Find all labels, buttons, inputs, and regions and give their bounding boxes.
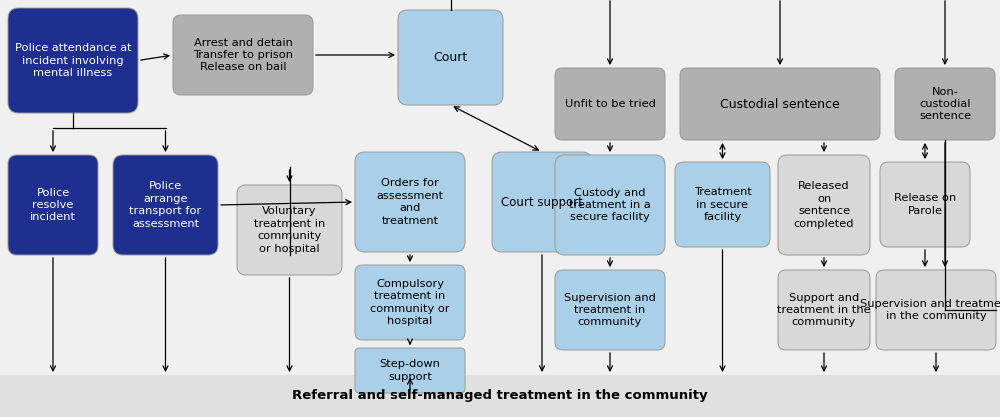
Text: Support and
treatment in the
community: Support and treatment in the community bbox=[777, 293, 871, 327]
FancyBboxPatch shape bbox=[876, 270, 996, 350]
Text: Arrest and detain
Transfer to prison
Release on bail: Arrest and detain Transfer to prison Rel… bbox=[193, 38, 293, 73]
Text: Custody and
treatment in a
secure facility: Custody and treatment in a secure facili… bbox=[569, 188, 651, 222]
FancyBboxPatch shape bbox=[355, 152, 465, 252]
Text: Court support: Court support bbox=[501, 196, 583, 208]
FancyBboxPatch shape bbox=[680, 68, 880, 140]
FancyBboxPatch shape bbox=[880, 162, 970, 247]
FancyBboxPatch shape bbox=[355, 348, 465, 393]
Text: Voluntary
treatment in
community
or hospital: Voluntary treatment in community or hosp… bbox=[254, 206, 325, 254]
Text: Orders for
assessment
and
treatment: Orders for assessment and treatment bbox=[376, 178, 444, 226]
FancyBboxPatch shape bbox=[173, 15, 313, 95]
Text: Release on
Parole: Release on Parole bbox=[894, 193, 956, 216]
FancyBboxPatch shape bbox=[895, 68, 995, 140]
FancyBboxPatch shape bbox=[555, 68, 665, 140]
FancyBboxPatch shape bbox=[555, 155, 665, 255]
FancyBboxPatch shape bbox=[355, 265, 465, 340]
Text: Referral and self-managed treatment in the community: Referral and self-managed treatment in t… bbox=[292, 389, 708, 402]
Text: Compulsory
treatment in
community or
hospital: Compulsory treatment in community or hos… bbox=[370, 279, 450, 326]
Text: Court: Court bbox=[433, 51, 468, 64]
FancyBboxPatch shape bbox=[8, 155, 98, 255]
FancyBboxPatch shape bbox=[8, 8, 138, 113]
FancyBboxPatch shape bbox=[398, 10, 503, 105]
Text: Non-
custodial
sentence: Non- custodial sentence bbox=[919, 87, 971, 121]
Text: Step-down
support: Step-down support bbox=[380, 359, 440, 382]
Text: Treatment
in secure
facility: Treatment in secure facility bbox=[694, 187, 751, 222]
Text: Police
arrange
transport for
assessment: Police arrange transport for assessment bbox=[129, 181, 202, 229]
Text: Police
resolve
incident: Police resolve incident bbox=[30, 188, 76, 222]
Text: Supervision and treatment
in the community: Supervision and treatment in the communi… bbox=[860, 299, 1000, 321]
Text: Supervision and
treatment in
community: Supervision and treatment in community bbox=[564, 293, 656, 327]
FancyBboxPatch shape bbox=[113, 155, 218, 255]
FancyBboxPatch shape bbox=[237, 185, 342, 275]
FancyBboxPatch shape bbox=[675, 162, 770, 247]
Text: Custodial sentence: Custodial sentence bbox=[720, 98, 840, 111]
FancyBboxPatch shape bbox=[0, 375, 1000, 417]
FancyBboxPatch shape bbox=[555, 270, 665, 350]
FancyBboxPatch shape bbox=[492, 152, 592, 252]
Text: Unfit to be tried: Unfit to be tried bbox=[565, 99, 655, 109]
FancyBboxPatch shape bbox=[778, 155, 870, 255]
Text: Released
on
sentence
completed: Released on sentence completed bbox=[794, 181, 854, 229]
FancyBboxPatch shape bbox=[778, 270, 870, 350]
Text: Police attendance at
incident involving
mental illness: Police attendance at incident involving … bbox=[15, 43, 131, 78]
